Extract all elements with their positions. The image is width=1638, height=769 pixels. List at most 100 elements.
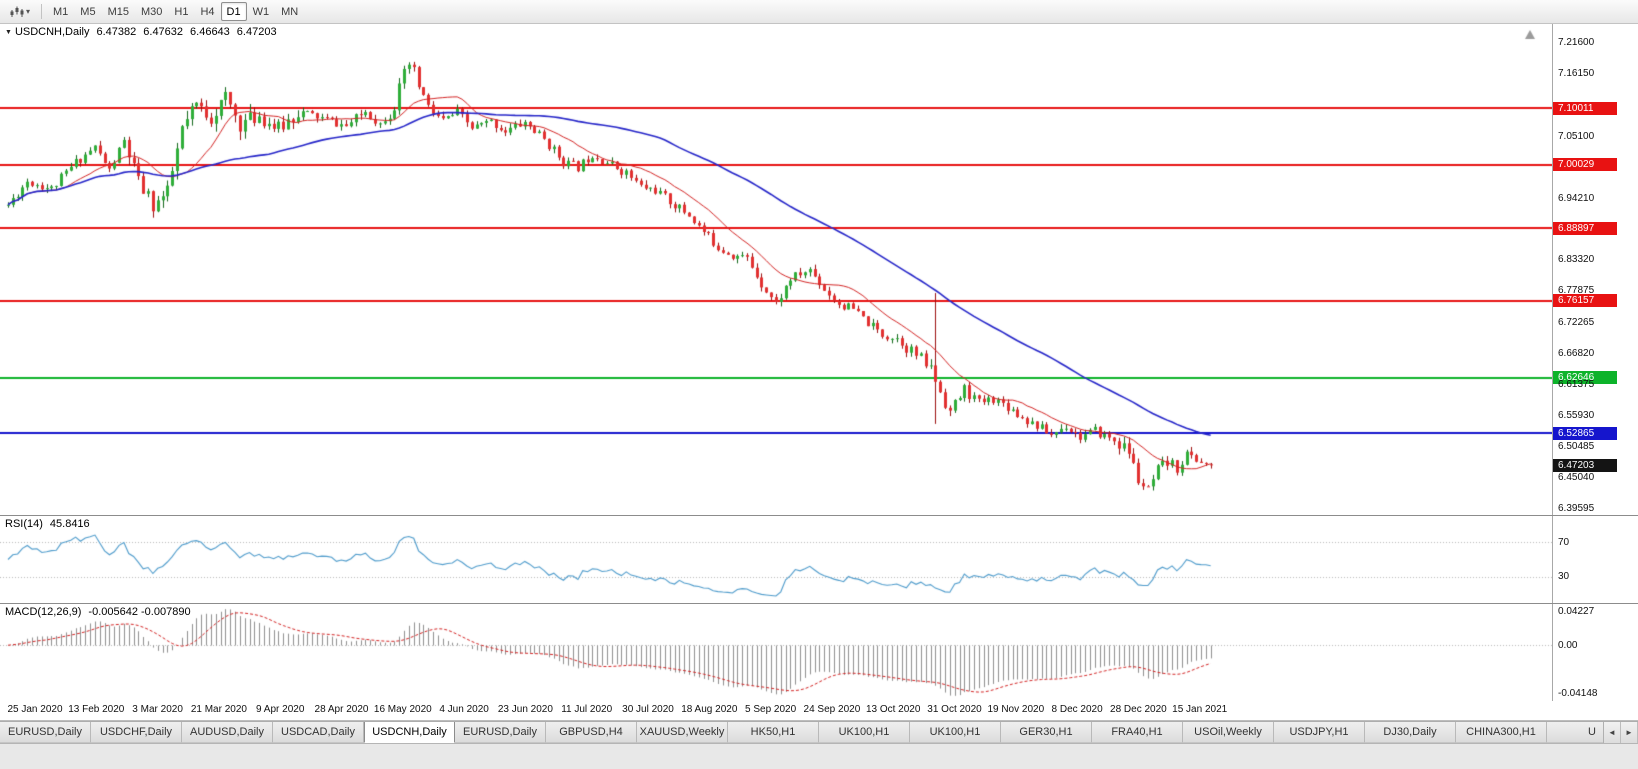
level-price-badge: 7.10011: [1553, 101, 1617, 115]
price-axis-label: 6.45040: [1558, 472, 1595, 484]
time-axis-label: 18 Aug 2020: [681, 704, 738, 715]
time-axis-label: 13 Oct 2020: [865, 704, 921, 715]
current-price-badge: 6.47203: [1553, 458, 1617, 472]
macd-chart-canvas[interactable]: [0, 604, 1552, 701]
time-axis-label: 4 Jun 2020: [439, 704, 489, 715]
chart-tab-eurusd-daily[interactable]: EURUSD,Daily: [455, 722, 546, 743]
price-axis-label: 7.16150: [1558, 67, 1595, 79]
chart-tab-eurusd-daily[interactable]: EURUSD,Daily: [0, 722, 91, 743]
price-axis-label: 6.39595: [1558, 503, 1595, 515]
chart-tab-china300-h1[interactable]: CHINA300,H1: [1456, 722, 1547, 743]
price-axis-label: 7.05100: [1558, 130, 1595, 142]
rsi-value: 45.8416: [49, 518, 90, 530]
time-axis-label: 19 Nov 2020: [987, 704, 1045, 715]
price-axis-label: 7.21600: [1558, 36, 1595, 48]
ohlc-open: 6.47382: [96, 26, 137, 38]
macd-axis-label: 0.00: [1558, 639, 1578, 651]
time-axis-label: 23 Jun 2020: [497, 704, 553, 715]
level-price-badge: 6.52865: [1553, 426, 1617, 440]
chart-tab-usoil-weekly[interactable]: USOil,Weekly: [1183, 722, 1274, 743]
tabs-scroll-right-button[interactable]: ►: [1621, 722, 1638, 743]
chart-tab-gbpusd-h4[interactable]: GBPUSD,H4: [546, 722, 637, 743]
price-axis-label: 6.72265: [1558, 317, 1595, 329]
chart-type-button[interactable]: ▾: [4, 2, 36, 21]
macd-panel: MACD(12,26,9) -0.005642 -0.007890 0.04227…: [0, 604, 1638, 701]
macd-axis-label: -0.04148: [1558, 688, 1598, 699]
candlestick-chart-icon: [10, 6, 24, 17]
price-axis: 7.21600 7.16150 7.10011 7.05100 7.00029 6.942…: [1552, 24, 1638, 515]
status-bar: [0, 743, 1638, 769]
chart-tab-audusd-daily[interactable]: AUDUSD,Daily: [182, 722, 273, 743]
timeframe-button-mn[interactable]: MN: [281, 5, 299, 18]
chart-tab-uk100-h1[interactable]: UK100,H1: [910, 722, 1001, 743]
level-price-badge: 7.00029: [1553, 158, 1617, 172]
rsi-chart-canvas[interactable]: [0, 516, 1552, 603]
timeframe-button-m30[interactable]: M30: [140, 5, 163, 18]
price-axis-label: 6.77875: [1558, 285, 1595, 297]
tab-scroll-buttons: ◄ ►: [1603, 722, 1638, 743]
level-price-badge: 6.76157: [1553, 294, 1617, 308]
price-axis-label: 6.50485: [1558, 441, 1595, 453]
timeframe-button-m5[interactable]: M5: [80, 5, 96, 18]
rsi-axis: 70 30: [1552, 516, 1638, 603]
timeframe-button-m1[interactable]: M1: [53, 5, 69, 18]
chart-tab-usdchf-daily[interactable]: USDCHF,Daily: [91, 722, 182, 743]
time-axis-label: 8 Dec 2020: [1051, 704, 1103, 715]
chart-tab-dj30-daily[interactable]: DJ30,Daily: [1365, 722, 1456, 743]
rsi-label: RSI(14): [5, 518, 43, 530]
rsi-panel: RSI(14) 45.8416 70 30: [0, 516, 1638, 604]
ohlc-low: 6.46643: [190, 26, 230, 38]
price-axis-label: 6.83320: [1558, 254, 1595, 266]
chart-tab-usdcnh-daily[interactable]: USDCNH,Daily: [364, 722, 455, 743]
time-axis-label: 30 Jul 2020: [622, 704, 674, 715]
chart-tab-usdcad-daily[interactable]: USDCAD,Daily: [273, 722, 364, 743]
time-axis-label: 13 Feb 2020: [68, 704, 125, 715]
time-axis-label: 28 Dec 2020: [1110, 704, 1167, 715]
macd-axis-label: 0.04227: [1558, 606, 1595, 617]
level-price-badge: 6.88897: [1553, 221, 1617, 235]
macd-axis: 0.04227 0.00 -0.04148: [1552, 604, 1638, 701]
price-axis-label: 6.94210: [1558, 192, 1595, 204]
timeframe-button-h1[interactable]: H1: [174, 5, 189, 18]
price-chart-canvas[interactable]: [0, 24, 1552, 515]
time-axis-label: 15 Jan 2021: [1172, 704, 1228, 715]
chart-tab-hk50-h1[interactable]: HK50,H1: [728, 722, 819, 743]
timeframe-button-h4[interactable]: H4: [200, 5, 215, 18]
chart-tab-ger30-h1[interactable]: GER30,H1: [1001, 722, 1092, 743]
price-axis-label: 6.55930: [1558, 410, 1595, 422]
chart-region: ▼ USDCNH,Daily 6.47382 6.47632 6.46643 6.4720…: [0, 24, 1638, 701]
macd-label: MACD(12,26,9): [5, 606, 82, 618]
chevron-down-icon: ▾: [26, 7, 31, 16]
chart-tab-xauusd-weekly[interactable]: XAUUSD,Weekly: [637, 722, 728, 743]
time-axis-label: 25 Jan 2020: [7, 704, 63, 715]
chart-marker-icon: ▼: [5, 29, 12, 36]
time-axis-label: 28 Apr 2020: [314, 704, 369, 715]
time-axis-label: 21 Mar 2020: [190, 704, 247, 715]
time-axis-label: 16 May 2020: [373, 704, 432, 715]
timeframe-group: M1 M5 M15 M30 H1 H4 D1 W1 MN: [47, 2, 304, 21]
time-axis-label: 9 Apr 2020: [256, 704, 305, 715]
time-axis-label: 5 Sep 2020: [745, 704, 797, 715]
chart-tab-usdjpy-h1[interactable]: USDJPY,H1: [1274, 722, 1365, 743]
chart-tab-strip: EURUSD,Daily USDCHF,Daily AUDUSD,Daily USDC…: [0, 722, 1638, 743]
timeframe-button-m15[interactable]: M15: [107, 5, 129, 18]
ohlc-high: 6.47632: [143, 26, 184, 38]
chart-symbol: USDCNH,Daily: [14, 26, 90, 38]
rsi-axis-label: 70: [1558, 536, 1570, 548]
rsi-header: RSI(14) 45.8416: [5, 518, 90, 530]
price-axis-label: 6.61375: [1558, 379, 1595, 391]
chart-tab-uk100-h1[interactable]: UK100,H1: [819, 722, 910, 743]
timeframe-button-d1[interactable]: D1: [220, 2, 247, 21]
chart-tab-bar: EURUSD,Daily USDCHF,Daily AUDUSD,Daily USDC…: [0, 721, 1638, 743]
price-axis-label: 6.66820: [1558, 348, 1595, 360]
time-axis: 25 Jan 2020 13 Feb 2020 3 Mar 2020 21 Mar 2…: [0, 701, 1638, 721]
main-chart-panel: ▼ USDCNH,Daily 6.47382 6.47632 6.46643 6.4720…: [0, 24, 1638, 516]
ohlc-close: 6.47203: [236, 26, 277, 38]
tabs-scroll-left-button[interactable]: ◄: [1604, 722, 1621, 743]
time-axis-label: 31 Oct 2020: [927, 704, 982, 715]
chart-tab-fra40-h1[interactable]: FRA40,H1: [1092, 722, 1183, 743]
time-axis-label: 24 Sep 2020: [803, 704, 861, 715]
time-axis-label: 3 Mar 2020: [132, 704, 183, 715]
timeframe-button-w1[interactable]: W1: [252, 5, 270, 18]
toolbar-separator: [41, 4, 43, 19]
